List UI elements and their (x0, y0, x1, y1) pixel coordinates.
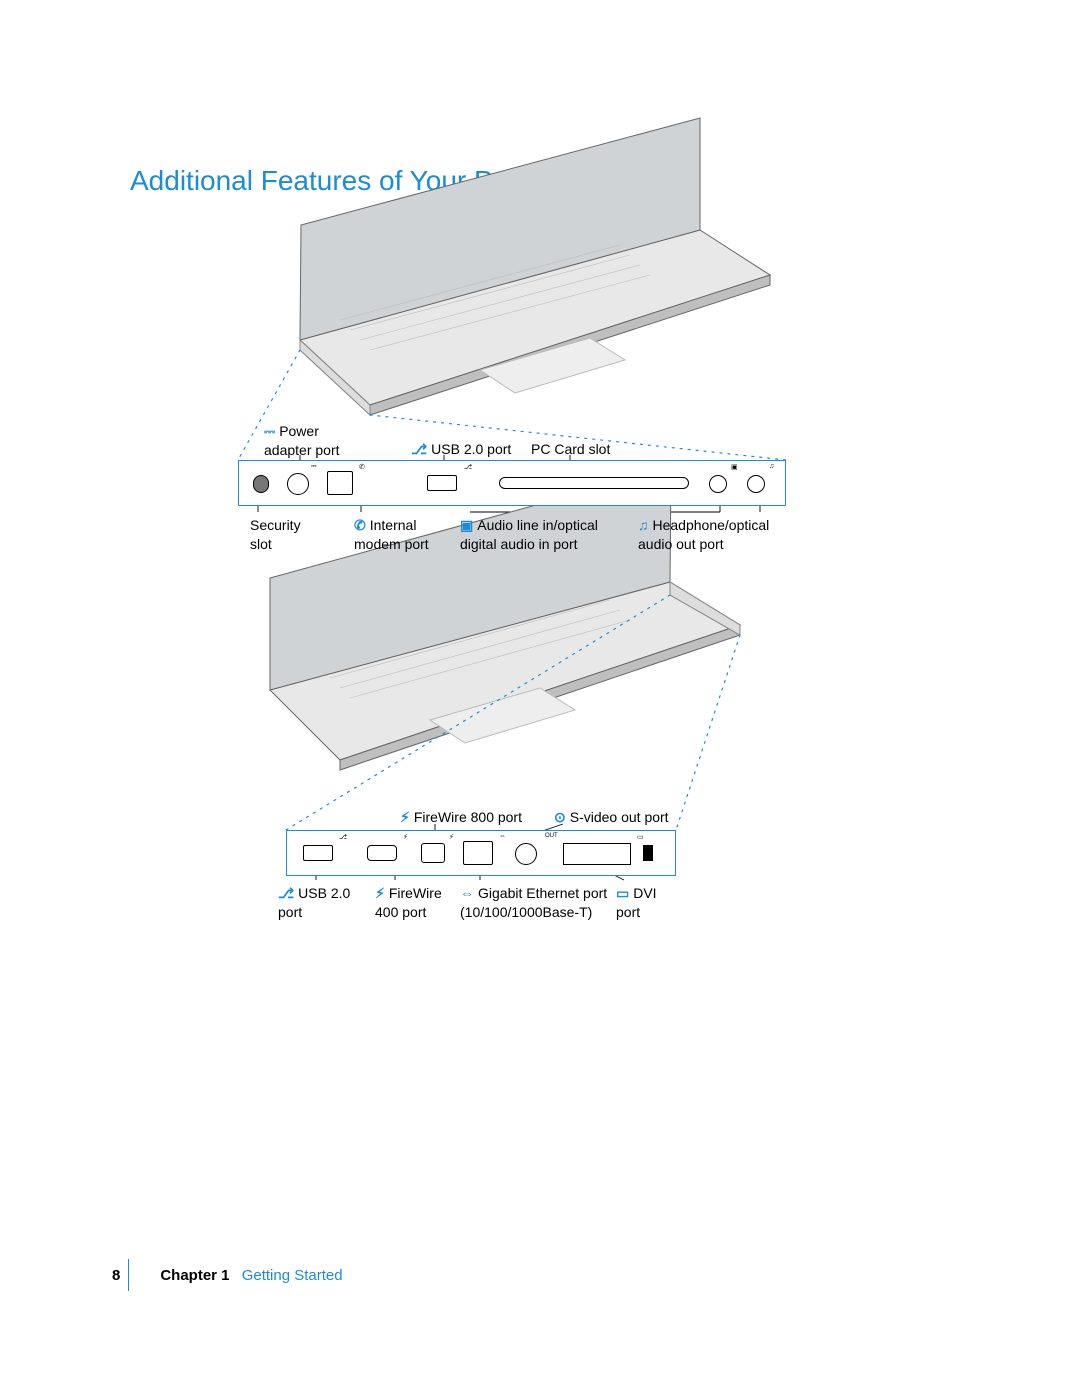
label-dvi: ▭DVI port (616, 884, 657, 922)
label-fw400: ⚡︎FireWire 400 port (375, 884, 442, 922)
page-footer: 8 Chapter 1 Getting Started (128, 1265, 343, 1285)
label-headphone: ♫Headphone/optical audio out port (638, 516, 769, 554)
firewire-icon: ⚡︎ (400, 809, 410, 825)
left-port-panel: ⎓ ✆ ⎇ ▣ ♫ (238, 460, 786, 506)
power-icon: ⎓ (264, 423, 275, 439)
chapter-title: Getting Started (242, 1267, 343, 1284)
svideo-icon: ⊙ (554, 809, 566, 825)
label-pccard: PC Card slot (531, 440, 610, 459)
label-usb20: ⎇USB 2.0 port (411, 440, 511, 459)
firewire-icon: ⚡︎ (375, 885, 385, 901)
label-modem: ✆Internal modem port (354, 516, 429, 554)
diagram-svg (0, 0, 1080, 1397)
label-fw800: ⚡︎FireWire 800 port (400, 808, 522, 827)
label-audioin: ▣Audio line in/optical digital audio in … (460, 516, 598, 554)
headphone-icon: ♫ (638, 517, 649, 533)
ethernet-icon: ⇔ (460, 885, 474, 901)
usb-icon: ⎇ (278, 885, 294, 901)
laptop-bottom (270, 468, 740, 770)
label-gige: ⇔Gigabit Ethernet port (10/100/1000Base-… (460, 884, 607, 922)
usb-icon: ⎇ (411, 441, 427, 457)
dvi-icon: ▭ (616, 885, 629, 901)
laptop-top (300, 118, 770, 415)
right-port-panel: ⎇ ⚡︎ ⚡︎ ⇔ OUT ▭ (286, 830, 676, 876)
label-usb20b: ⎇USB 2.0 port (278, 884, 350, 922)
audioin-icon: ▣ (460, 517, 473, 533)
label-power: ⎓Power adapter port (264, 422, 340, 460)
label-svideo: ⊙S-video out port (554, 808, 669, 827)
page-number: 8 (112, 1267, 120, 1284)
modem-icon: ✆ (354, 517, 366, 533)
chapter-label: Chapter 1 (160, 1267, 229, 1284)
label-security: Security slot (250, 516, 301, 554)
